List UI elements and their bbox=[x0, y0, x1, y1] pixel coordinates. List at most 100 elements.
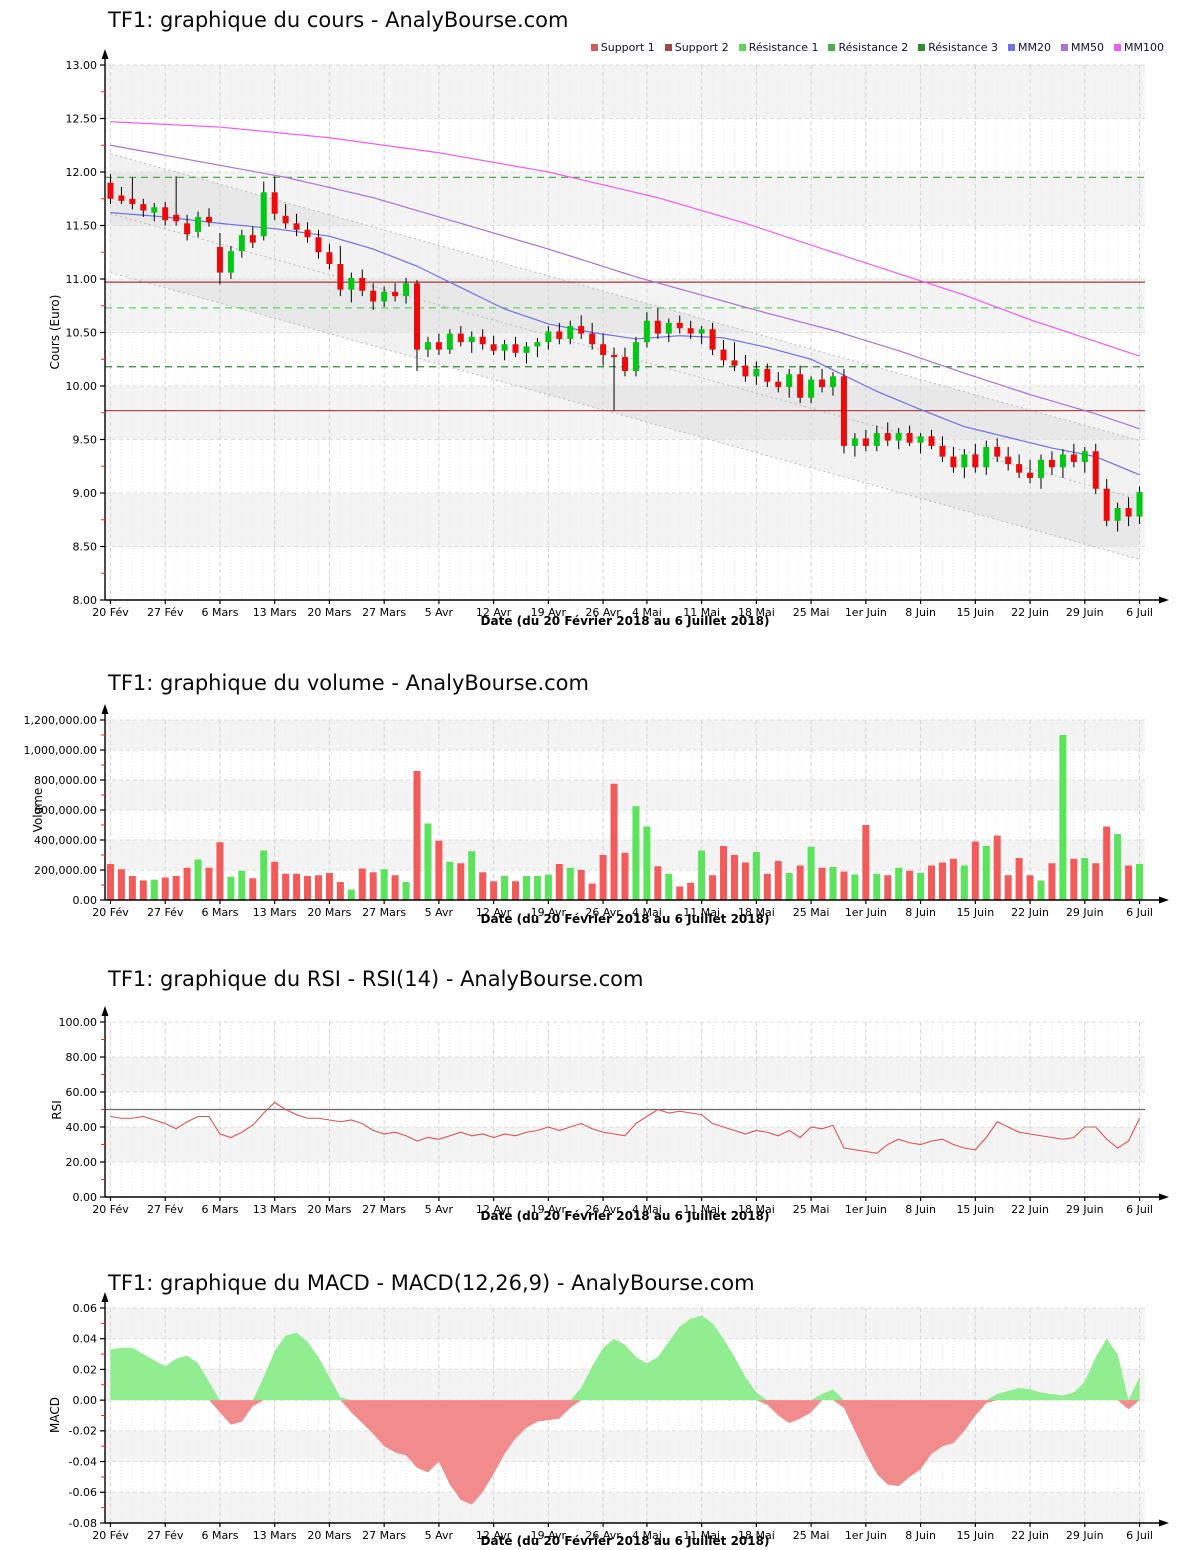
svg-text:18 Mai: 18 Mai bbox=[738, 906, 775, 919]
svg-text:1er Juin: 1er Juin bbox=[845, 1203, 887, 1216]
svg-text:0.00: 0.00 bbox=[73, 894, 98, 907]
svg-text:0.06: 0.06 bbox=[73, 1302, 98, 1315]
svg-text:15 Juin: 15 Juin bbox=[956, 906, 994, 919]
svg-text:25 Mai: 25 Mai bbox=[793, 1203, 830, 1216]
svg-text:22 Juin: 22 Juin bbox=[1011, 906, 1049, 919]
svg-text:18 Mai: 18 Mai bbox=[738, 1203, 775, 1216]
macd-chart-title: TF1: graphique du MACD - MACD(12,26,9) -… bbox=[108, 1271, 755, 1295]
svg-text:9.00: 9.00 bbox=[73, 487, 98, 500]
svg-text:400,000.00: 400,000.00 bbox=[34, 834, 97, 847]
svg-text:11 Mai: 11 Mai bbox=[683, 606, 720, 619]
svg-text:25 Mai: 25 Mai bbox=[793, 1529, 830, 1542]
svg-text:6 Juil: 6 Juil bbox=[1126, 1529, 1153, 1542]
svg-text:80.00: 80.00 bbox=[66, 1051, 98, 1064]
svg-text:22 Juin: 22 Juin bbox=[1011, 1203, 1049, 1216]
svg-text:5 Avr: 5 Avr bbox=[425, 906, 454, 919]
svg-text:20 Fév: 20 Fév bbox=[92, 606, 129, 619]
legend-label: Résistance 2 bbox=[838, 41, 909, 54]
volume-chart-title: TF1: graphique du volume - AnalyBourse.c… bbox=[108, 671, 589, 695]
svg-text:29 Juin: 29 Juin bbox=[1066, 606, 1104, 619]
svg-text:19 Avr: 19 Avr bbox=[531, 1203, 567, 1216]
svg-text:20.00: 20.00 bbox=[66, 1156, 98, 1169]
svg-text:0.02: 0.02 bbox=[73, 1363, 98, 1376]
svg-text:20 Mars: 20 Mars bbox=[307, 1529, 351, 1542]
svg-text:8 Juin: 8 Juin bbox=[905, 606, 936, 619]
legend-swatch-icon bbox=[738, 44, 746, 51]
svg-text:20 Fév: 20 Fév bbox=[92, 1529, 129, 1542]
svg-text:10.00: 10.00 bbox=[66, 380, 98, 393]
legend-swatch-icon bbox=[828, 44, 836, 51]
svg-text:13.00: 13.00 bbox=[66, 59, 98, 72]
svg-text:11.00: 11.00 bbox=[66, 273, 98, 286]
legend-label: Support 1 bbox=[600, 41, 655, 54]
svg-text:4 Mai: 4 Mai bbox=[632, 1529, 662, 1542]
svg-text:11.50: 11.50 bbox=[66, 219, 98, 232]
svg-text:27 Mars: 27 Mars bbox=[362, 1529, 406, 1542]
legend-swatch-icon bbox=[664, 44, 672, 51]
svg-text:12.50: 12.50 bbox=[66, 112, 98, 125]
svg-text:200,000.00: 200,000.00 bbox=[34, 864, 97, 877]
svg-text:27 Mars: 27 Mars bbox=[362, 1203, 406, 1216]
svg-text:20 Fév: 20 Fév bbox=[92, 906, 129, 919]
svg-text:12 Avr: 12 Avr bbox=[476, 606, 512, 619]
legend-item: MM100 bbox=[1114, 41, 1164, 54]
legend-item: Résistance 1 bbox=[738, 41, 818, 54]
svg-text:8.50: 8.50 bbox=[73, 540, 98, 553]
volume-y-axis-label: Volume bbox=[31, 787, 45, 833]
svg-text:27 Fév: 27 Fév bbox=[147, 606, 184, 619]
svg-text:29 Juin: 29 Juin bbox=[1066, 1203, 1104, 1216]
svg-text:27 Fév: 27 Fév bbox=[147, 906, 184, 919]
price-chart-title: TF1: graphique du cours - AnalyBourse.co… bbox=[108, 8, 569, 32]
legend-label: MM100 bbox=[1124, 41, 1164, 54]
legend-swatch-icon bbox=[918, 44, 926, 51]
svg-text:8 Juin: 8 Juin bbox=[905, 1529, 936, 1542]
svg-text:27 Mars: 27 Mars bbox=[362, 606, 406, 619]
svg-text:12 Avr: 12 Avr bbox=[476, 906, 512, 919]
svg-text:6 Juil: 6 Juil bbox=[1126, 606, 1153, 619]
svg-text:13 Mars: 13 Mars bbox=[253, 606, 297, 619]
svg-text:20 Mars: 20 Mars bbox=[307, 606, 351, 619]
svg-text:15 Juin: 15 Juin bbox=[956, 1529, 994, 1542]
legend-item: MM50 bbox=[1061, 41, 1104, 54]
svg-text:11 Mai: 11 Mai bbox=[683, 1529, 720, 1542]
svg-text:12 Avr: 12 Avr bbox=[476, 1529, 512, 1542]
svg-text:20 Mars: 20 Mars bbox=[307, 1203, 351, 1216]
svg-text:40.00: 40.00 bbox=[66, 1121, 98, 1134]
svg-text:27 Fév: 27 Fév bbox=[147, 1203, 184, 1216]
price-x-axis-label: Date (du 20 Février 2018 au 6 Juillet 20… bbox=[480, 614, 770, 628]
macd-x-axis-label: Date (du 20 Février 2018 au 6 Juillet 20… bbox=[480, 1534, 770, 1548]
svg-text:18 Mai: 18 Mai bbox=[738, 606, 775, 619]
svg-text:4 Mai: 4 Mai bbox=[632, 906, 662, 919]
svg-text:25 Mai: 25 Mai bbox=[793, 606, 830, 619]
svg-text:26 Avr: 26 Avr bbox=[585, 1203, 621, 1216]
svg-text:13 Mars: 13 Mars bbox=[253, 906, 297, 919]
svg-text:4 Mai: 4 Mai bbox=[632, 606, 662, 619]
svg-text:6 Juil: 6 Juil bbox=[1126, 1203, 1153, 1216]
svg-text:-0.08: -0.08 bbox=[69, 1517, 97, 1530]
svg-text:8 Juin: 8 Juin bbox=[905, 1203, 936, 1216]
svg-text:6 Juil: 6 Juil bbox=[1126, 906, 1153, 919]
svg-text:20 Fév: 20 Fév bbox=[92, 1203, 129, 1216]
svg-text:25 Mai: 25 Mai bbox=[793, 906, 830, 919]
svg-text:60.00: 60.00 bbox=[66, 1086, 98, 1099]
svg-text:8.00: 8.00 bbox=[73, 594, 98, 607]
svg-text:19 Avr: 19 Avr bbox=[531, 906, 567, 919]
svg-text:4 Mai: 4 Mai bbox=[632, 1203, 662, 1216]
legend-swatch-icon bbox=[1061, 44, 1069, 51]
svg-text:5 Avr: 5 Avr bbox=[425, 1203, 454, 1216]
svg-text:26 Avr: 26 Avr bbox=[585, 1529, 621, 1542]
svg-text:6 Mars: 6 Mars bbox=[201, 906, 238, 919]
svg-text:27 Fév: 27 Fév bbox=[147, 1529, 184, 1542]
svg-text:0.00: 0.00 bbox=[73, 1191, 98, 1204]
svg-text:1,200,000.00: 1,200,000.00 bbox=[24, 714, 97, 727]
rsi-chart-title: TF1: graphique du RSI - RSI(14) - AnalyB… bbox=[108, 967, 644, 991]
price-y-axis-label: Cours (Euro) bbox=[48, 294, 62, 370]
legend-label: Résistance 3 bbox=[928, 41, 999, 54]
svg-text:29 Juin: 29 Juin bbox=[1066, 906, 1104, 919]
svg-text:19 Avr: 19 Avr bbox=[531, 606, 567, 619]
svg-text:22 Juin: 22 Juin bbox=[1011, 1529, 1049, 1542]
svg-text:-0.04: -0.04 bbox=[69, 1455, 97, 1468]
svg-text:26 Avr: 26 Avr bbox=[585, 906, 621, 919]
